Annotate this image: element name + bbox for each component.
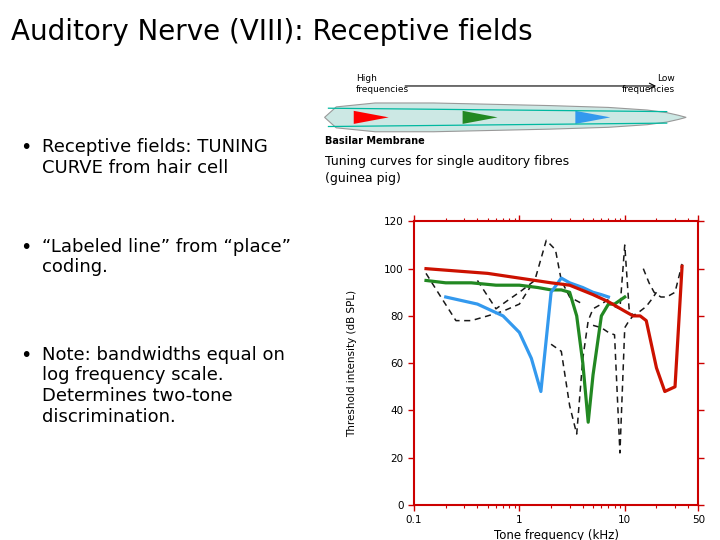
- Text: Auditory Nerve (VIII): Receptive fields: Auditory Nerve (VIII): Receptive fields: [11, 18, 532, 46]
- Text: Basilar Membrane: Basilar Membrane: [325, 136, 424, 146]
- Text: Low
frequencies: Low frequencies: [621, 74, 675, 93]
- Text: Note: bandwidths equal on
log frequency scale.
Determines two-tone
discriminatio: Note: bandwidths equal on log frequency …: [42, 346, 285, 426]
- Text: •: •: [20, 346, 31, 365]
- Text: •: •: [20, 238, 31, 256]
- Text: Tuning curves for single auditory fibres
(guinea pig): Tuning curves for single auditory fibres…: [325, 155, 569, 185]
- Polygon shape: [575, 111, 611, 124]
- Polygon shape: [463, 111, 498, 124]
- Y-axis label: Threshold intensity (dB SPL): Threshold intensity (dB SPL): [347, 289, 357, 437]
- Polygon shape: [354, 111, 389, 124]
- Text: “Labeled line” from “place”
coding.: “Labeled line” from “place” coding.: [42, 238, 291, 276]
- Text: Receptive fields: TUNING
CURVE from hair cell: Receptive fields: TUNING CURVE from hair…: [42, 138, 268, 177]
- Polygon shape: [325, 103, 686, 132]
- Text: •: •: [20, 138, 31, 157]
- X-axis label: Tone frequency (kHz): Tone frequency (kHz): [494, 530, 618, 540]
- Text: High
frequencies: High frequencies: [356, 74, 409, 93]
